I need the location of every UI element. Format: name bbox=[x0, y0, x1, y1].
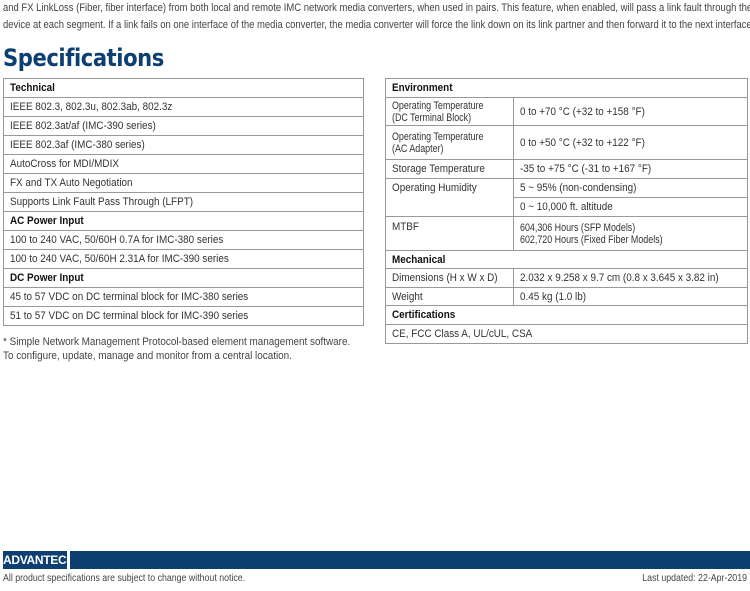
spec-cell: DC Power Input bbox=[3, 268, 364, 288]
spec-row: Storage Temperature -35 to +75 °C (-31 to… bbox=[385, 159, 748, 179]
page-title: Specifications bbox=[3, 44, 164, 72]
footer-band bbox=[70, 551, 750, 569]
spec-cell: AC Power Input bbox=[3, 211, 364, 231]
spec-value: 2.032 x 9.258 x 9.7 cm (0.8 x 3.645 x 3.… bbox=[520, 272, 719, 284]
spec-text: Supports Link Fault Pass Through (LFPT) bbox=[10, 196, 194, 208]
spec-cell: Technical bbox=[3, 78, 364, 98]
intro-line-1: and FX LinkLoss (Fiber, fiber interface)… bbox=[3, 2, 750, 14]
spec-cell: 51 to 57 VDC on DC terminal block for IM… bbox=[3, 306, 364, 326]
spec-value: CE, FCC Class A, UL/cUL, CSA bbox=[392, 328, 533, 340]
spec-text: 100 to 240 VAC, 50/60H 2.31A for IMC-390… bbox=[10, 253, 229, 265]
spec-row: FX and TX Auto Negotiation bbox=[3, 173, 364, 193]
spec-cell: AutoCross for MDI/MDIX bbox=[3, 154, 364, 174]
spec-text: AutoCross for MDI/MDIX bbox=[10, 158, 119, 170]
footer-last-updated: Last updated: 22-Apr-2019 bbox=[642, 573, 747, 584]
intro-line-2: device at each segment. If a link fails … bbox=[3, 19, 750, 31]
spec-row: 51 to 57 VDC on DC terminal block for IM… bbox=[3, 306, 364, 326]
section-header: Environment bbox=[392, 82, 453, 94]
spec-label: Operating Temperature (AC Adapter) bbox=[392, 130, 484, 155]
spec-row: Supports Link Fault Pass Through (LFPT) bbox=[3, 192, 364, 212]
intro-paragraph: and FX LinkLoss (Fiber, fiber interface)… bbox=[3, 0, 750, 34]
spec-value: 0 to +70 °C (+32 to +158 °F) bbox=[520, 105, 645, 118]
section-certifications: Certifications bbox=[385, 305, 748, 325]
spec-text: 45 to 57 VDC on DC terminal block for IM… bbox=[10, 291, 249, 303]
spec-cell: Supports Link Fault Pass Through (LFPT) bbox=[3, 192, 364, 212]
section-header-row: DC Power Input bbox=[3, 268, 364, 288]
spec-text: IEEE 802.3, 802.3u, 802.3ab, 802.3z bbox=[10, 101, 173, 113]
spec-value: 0 to +50 °C (+32 to +122 °F) bbox=[520, 136, 645, 149]
spec-label: Dimensions (H x W x D) bbox=[392, 272, 498, 284]
spec-row: 100 to 240 VAC, 50/60H 2.31A for IMC-390… bbox=[3, 249, 364, 269]
spec-cell: 45 to 57 VDC on DC terminal block for IM… bbox=[3, 287, 364, 307]
section-header: DC Power Input bbox=[10, 272, 84, 284]
spec-label: Weight bbox=[392, 290, 423, 303]
spec-value: 0 ~ 10,000 ft. altitude bbox=[520, 201, 613, 213]
spec-cell: IEEE 802.3, 802.3u, 802.3ab, 802.3z bbox=[3, 97, 364, 117]
advantech-logo: ADVANTECH bbox=[3, 551, 75, 569]
footnote: * Simple Network Management Protocol-bas… bbox=[3, 335, 350, 363]
spec-cell: IEEE 802.3af (IMC-380 series) bbox=[3, 135, 364, 155]
spec-text: 51 to 57 VDC on DC terminal block for IM… bbox=[10, 310, 249, 322]
section-header-row: Technical bbox=[3, 78, 364, 98]
spec-text: IEEE 802.3at/af (IMC-390 series) bbox=[10, 120, 156, 132]
spec-row: 45 to 57 VDC on DC terminal block for IM… bbox=[3, 287, 364, 307]
section-header: Mechanical bbox=[392, 253, 446, 266]
section-environment: Environment bbox=[385, 78, 748, 98]
spec-value: 5 ~ 95% (non-condensing) bbox=[520, 182, 637, 194]
spec-value: 0.45 kg (1.0 lb) bbox=[520, 290, 587, 303]
spec-cell: 100 to 240 VAC, 50/60H 0.7A for IMC-380 … bbox=[3, 230, 364, 250]
section-header: Technical bbox=[10, 82, 55, 94]
spec-row: IEEE 802.3at/af (IMC-390 series) bbox=[3, 116, 364, 136]
spec-text: FX and TX Auto Negotiation bbox=[10, 177, 133, 189]
spec-row: MTBF 604,306 Hours (SFP Models) 602,720 Ho… bbox=[385, 216, 748, 251]
spec-row: IEEE 802.3af (IMC-380 series) bbox=[3, 135, 364, 155]
section-header-row: AC Power Input bbox=[3, 211, 364, 231]
spec-row: Operating Temperature (AC Adapter) 0 to +5… bbox=[385, 125, 748, 160]
spec-label: MTBF bbox=[392, 221, 419, 233]
spec-row: Dimensions (H x W x D) 2.032 x 9.258 x 9.… bbox=[385, 268, 748, 288]
spec-value: 604,306 Hours (SFP Models) 602,720 Hours … bbox=[520, 221, 663, 246]
spec-label: Operating Humidity bbox=[392, 182, 477, 194]
spec-cell: 100 to 240 VAC, 50/60H 2.31A for IMC-390… bbox=[3, 249, 364, 269]
footer-disclaimer: All product specifications are subject t… bbox=[3, 573, 246, 584]
spec-row: IEEE 802.3, 802.3u, 802.3ab, 802.3z bbox=[3, 97, 364, 117]
spec-row: 100 to 240 VAC, 50/60H 0.7A for IMC-380 … bbox=[3, 230, 364, 250]
spec-label: Operating Temperature (DC Terminal Block) bbox=[392, 99, 484, 124]
spec-row: AutoCross for MDI/MDIX bbox=[3, 154, 364, 174]
section-header: Certifications bbox=[392, 309, 456, 321]
spec-row: Operating Temperature (DC Terminal Block)… bbox=[385, 97, 748, 126]
spec-row: Operating Humidity 5 ~ 95% (non-condensin… bbox=[385, 178, 748, 217]
footnote-line-1: * Simple Network Management Protocol-bas… bbox=[3, 336, 351, 348]
spec-cell: IEEE 802.3at/af (IMC-390 series) bbox=[3, 116, 364, 136]
left-spec-table: Technical IEEE 802.3, 802.3u, 802.3ab, 80… bbox=[3, 78, 364, 326]
spec-row: Weight 0.45 kg (1.0 lb) bbox=[385, 287, 748, 306]
spec-cell: FX and TX Auto Negotiation bbox=[3, 173, 364, 193]
spec-row: CE, FCC Class A, UL/cUL, CSA bbox=[385, 324, 748, 344]
section-mechanical: Mechanical bbox=[385, 250, 748, 269]
spec-text: IEEE 802.3af (IMC-380 series) bbox=[10, 139, 145, 151]
spec-value: -35 to +75 °C (-31 to +167 °F) bbox=[520, 163, 652, 175]
spec-label: Storage Temperature bbox=[392, 163, 485, 175]
footnote-line-2: To configure, update, manage and monitor… bbox=[3, 350, 292, 362]
section-header: AC Power Input bbox=[10, 215, 84, 227]
right-spec-table: Environment Operating Temperature (DC Ter… bbox=[385, 78, 748, 344]
spec-text: 100 to 240 VAC, 50/60H 0.7A for IMC-380 … bbox=[10, 234, 224, 246]
